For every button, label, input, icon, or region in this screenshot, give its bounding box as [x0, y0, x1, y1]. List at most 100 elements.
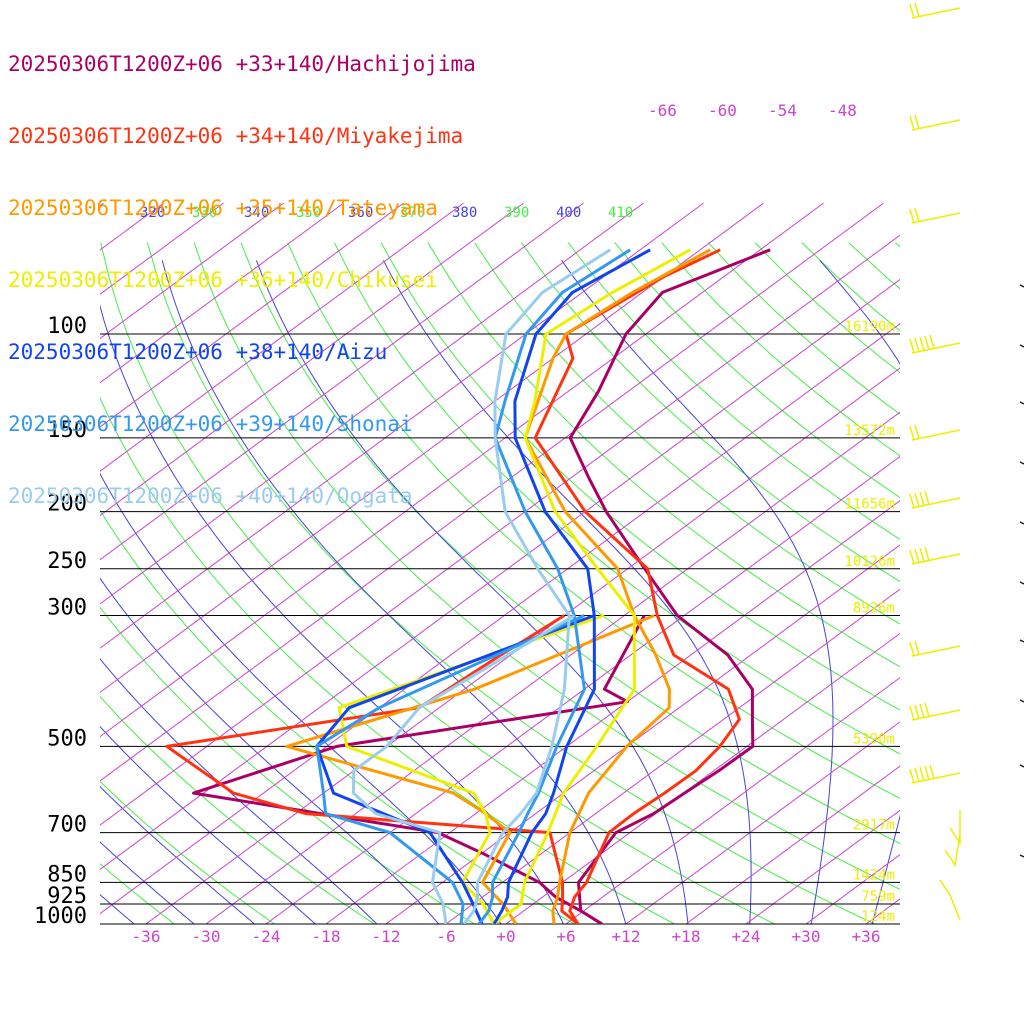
x-tick-label: +36	[852, 927, 881, 946]
wind-barb-flag	[914, 337, 920, 353]
wind-barb-flag	[914, 424, 920, 440]
wind-barb-shaft	[911, 553, 961, 565]
isotherm-line	[100, 202, 644, 605]
moist-adiabat-line	[819, 259, 900, 924]
x-tick-label: +6	[556, 927, 575, 946]
upper-temp-label: -54	[768, 101, 797, 120]
x-tick-label: -12	[372, 927, 401, 946]
height-label: 5390m	[853, 731, 895, 747]
legend-entry-chikusei: 20250306T1200Z+06 +36+140/Chikusei	[8, 268, 438, 292]
legend-entry-oogata: 20250306T1200Z+06 +40+140/Oogata	[8, 484, 413, 508]
wind-barb-flag	[909, 549, 915, 565]
pressure-label: 500	[47, 726, 87, 751]
isotherm-line	[100, 202, 464, 472]
theta-label: 350	[296, 205, 321, 221]
isotherm-line	[205, 411, 900, 924]
edge-tick	[1019, 854, 1024, 858]
wind-barb-flag	[914, 640, 920, 656]
moist-adiabat-line	[255, 260, 689, 924]
dry-adiabat-line	[100, 396, 676, 924]
pressure-label: 700	[47, 813, 87, 838]
theta-label: 400	[556, 205, 581, 221]
x-tick-label: +24	[732, 927, 761, 946]
wind-barbs	[909, 2, 961, 921]
edge-tick	[1019, 401, 1024, 405]
wind-barb-flag	[919, 766, 925, 782]
isotherm-line	[385, 544, 900, 924]
wind-barb-shaft	[911, 7, 961, 19]
pressure-label: 925	[47, 884, 87, 909]
height-label: 2917m	[853, 818, 895, 834]
temperature-line-oogata	[462, 248, 611, 924]
isotherm-line	[100, 202, 284, 340]
dry-adiabat-line	[989, 243, 1024, 937]
wind-barb	[949, 810, 961, 846]
dry-adiabat-line	[100, 780, 276, 924]
isotherm-line	[986, 203, 1024, 924]
legend: 20250306T1200Z+06 +33+140/Hachijojima 20…	[8, 4, 476, 532]
dewpoint-line-shonai	[315, 614, 585, 924]
edge-tick	[1019, 764, 1024, 768]
temperature-line-tateyama	[523, 248, 711, 924]
wind-barb	[909, 424, 961, 441]
height-label: 13572m	[844, 423, 895, 439]
wind-barb-flag	[909, 768, 915, 784]
dewpoint-line-aizu	[315, 614, 595, 924]
wind-barb-flag	[919, 703, 925, 719]
wind-barb-flag	[919, 547, 925, 563]
wind-barb-shaft	[911, 429, 961, 441]
isotherm-line	[100, 234, 900, 826]
wind-barb-flag	[914, 548, 920, 564]
wind-barb-flag	[909, 338, 915, 354]
pressure-label: 300	[47, 596, 87, 621]
wind-barb-flag	[929, 764, 935, 780]
dry-adiabat-line	[287, 242, 900, 799]
legend-entry-hachijojima: 20250306T1200Z+06 +33+140/Hachijojima	[8, 52, 476, 76]
theta-label: 390	[504, 205, 529, 221]
theta-label: 380	[452, 205, 477, 221]
theta-labels: 320 330 340 350 360 370 380 390 400 410	[140, 205, 633, 221]
dry-adiabat-line	[427, 242, 900, 668]
edge-tick	[1019, 284, 1024, 288]
upper-temp-label: -48	[828, 101, 857, 120]
theta-label: 360	[348, 205, 373, 221]
wind-barb-shaft	[911, 212, 961, 224]
isotherm-line	[625, 721, 900, 924]
legend-entry-tateyama: 20250306T1200Z+06 +35+140/Tateyama	[8, 196, 438, 220]
temperature-line-hachijojima	[568, 248, 771, 924]
wind-barb	[909, 640, 961, 657]
isotherm-line	[445, 588, 900, 924]
sounding-series	[165, 248, 771, 924]
isotherm-line	[100, 278, 900, 871]
isotherm-line	[100, 202, 404, 428]
height-label: 759m	[861, 889, 895, 905]
dewpoint-line-oogata	[352, 614, 576, 924]
x-tick-label: +12	[612, 927, 641, 946]
height-label: 8926m	[853, 601, 895, 617]
x-tick-label: -36	[132, 927, 161, 946]
x-tick-label: +0	[496, 927, 515, 946]
upper-temp-label: -66	[648, 101, 677, 120]
isotherm-line	[685, 765, 900, 924]
pressure-label: 250	[47, 549, 87, 574]
wind-barb-flag	[914, 2, 920, 18]
wind-barb	[944, 834, 961, 867]
temperature-line-chikusei	[493, 248, 691, 924]
edge-tick	[1019, 699, 1024, 703]
wind-barb-flag	[909, 115, 915, 131]
dry-adiabat-line	[942, 243, 1024, 937]
edge-tick	[1019, 581, 1024, 585]
wind-barb-flag	[914, 704, 920, 720]
pressure-label: 150	[47, 418, 87, 443]
wind-barb	[909, 334, 961, 354]
dry-adiabat-line	[474, 242, 900, 625]
wind-barb	[939, 879, 961, 921]
pressure-levels: 100 16190m 150 13572m 200 11656m 250 10126m 300 8…	[34, 314, 900, 929]
x-tick-label: +30	[792, 927, 821, 946]
isotherm-line	[565, 677, 900, 924]
dry-adiabat-line	[380, 242, 900, 711]
isotherm-line	[926, 203, 1024, 924]
wind-barb-flag	[909, 641, 915, 657]
wind-barb-flag	[924, 702, 930, 718]
